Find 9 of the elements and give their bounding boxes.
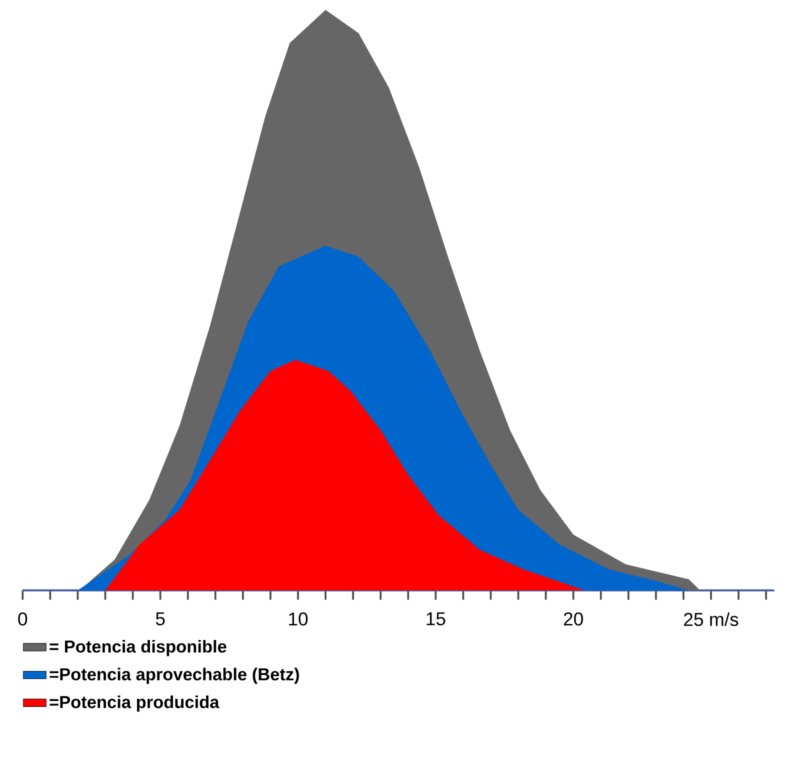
legend-label: =Potencia producida <box>50 696 220 712</box>
x-tick-label: 15 <box>426 612 446 626</box>
legend-label: = Potencia disponible <box>50 640 226 656</box>
legend-label: =Potencia aprovechable (Betz) <box>50 668 299 684</box>
x-tick-label: 10 <box>289 612 308 626</box>
x-tick-label: 25 m/s <box>684 612 738 626</box>
x-tick-label: 20 <box>564 612 583 626</box>
x-tick-label: 5 <box>156 612 165 626</box>
x-tick-label: 0 <box>18 612 28 626</box>
